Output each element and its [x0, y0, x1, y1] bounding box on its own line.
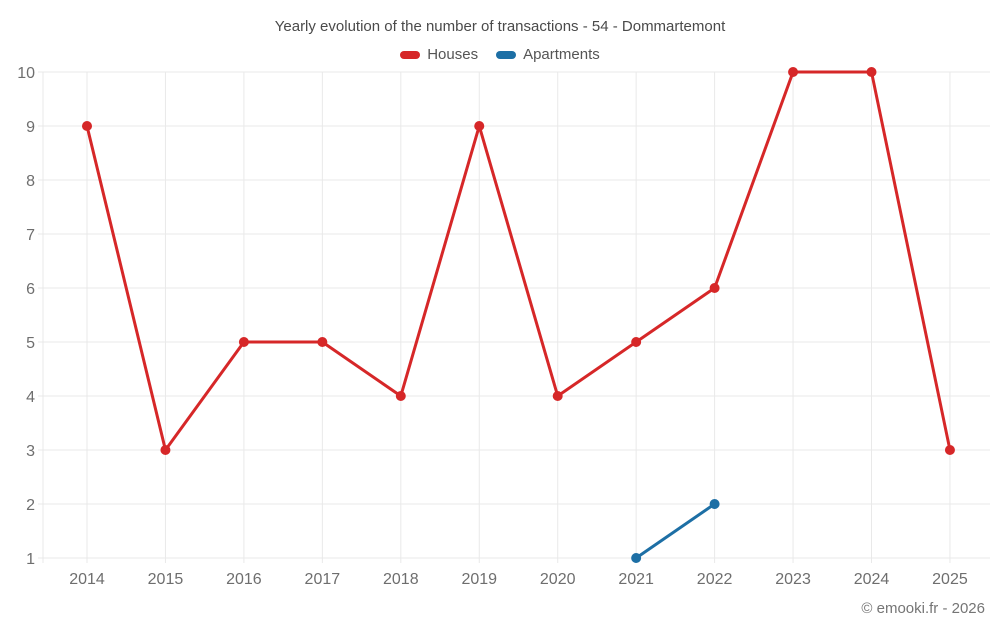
copyright-text: © emooki.fr - 2026 — [861, 600, 985, 617]
series-line-apartments — [634, 502, 717, 560]
x-axis-label: 2020 — [540, 571, 576, 588]
y-axis-label: 5 — [26, 335, 35, 352]
x-axis-label: 2024 — [854, 571, 890, 588]
chart-legend: Houses Apartments — [0, 46, 1000, 63]
legend-swatch-apartments — [496, 50, 517, 59]
y-axis-label: 2 — [26, 497, 35, 514]
legend-item-apartments[interactable]: Apartments — [496, 46, 600, 63]
x-axis-label: 2022 — [697, 571, 733, 588]
legend-label-apartments: Apartments — [523, 46, 600, 63]
chart-title: Yearly evolution of the number of transa… — [274, 18, 726, 35]
x-axis-label: 2014 — [69, 571, 105, 588]
y-axis-label: 3 — [26, 443, 35, 460]
legend-label-houses: Houses — [427, 46, 479, 63]
data-point-houses[interactable] — [866, 67, 877, 77]
y-axis-label: 1 — [26, 551, 35, 568]
data-point-houses[interactable] — [709, 283, 720, 293]
y-axis-label: 7 — [26, 227, 35, 244]
data-point-houses[interactable] — [160, 445, 171, 455]
series-line-houses — [85, 70, 952, 452]
x-axis-label: 2019 — [461, 571, 497, 588]
data-point-houses[interactable] — [631, 337, 642, 347]
x-axis-label: 2023 — [775, 571, 811, 588]
y-axis-label: 9 — [26, 119, 35, 136]
data-point-houses[interactable] — [395, 391, 406, 401]
data-point-apartments[interactable] — [709, 499, 720, 509]
legend-swatch-houses — [400, 50, 421, 59]
x-axis-label: 2015 — [148, 571, 184, 588]
legend-item-houses[interactable]: Houses — [400, 46, 478, 63]
data-point-houses[interactable] — [238, 337, 249, 347]
x-axis-label: 2025 — [932, 571, 968, 588]
data-point-houses[interactable] — [788, 67, 799, 77]
y-axis-label: 6 — [26, 281, 35, 298]
x-axis-label: 2021 — [618, 571, 654, 588]
data-point-houses[interactable] — [82, 121, 92, 131]
x-axis-label: 2017 — [305, 571, 341, 588]
data-point-houses[interactable] — [474, 121, 485, 131]
data-point-houses[interactable] — [317, 337, 328, 347]
x-axis-label: 2018 — [383, 571, 419, 588]
y-axis-label: 8 — [26, 173, 35, 190]
x-axis-label: 2016 — [226, 571, 262, 588]
data-point-houses[interactable] — [552, 391, 563, 401]
y-axis-label: 10 — [17, 65, 35, 82]
y-axis-label: 4 — [26, 389, 35, 406]
data-point-houses[interactable] — [944, 445, 955, 455]
data-point-apartments[interactable] — [631, 553, 642, 563]
